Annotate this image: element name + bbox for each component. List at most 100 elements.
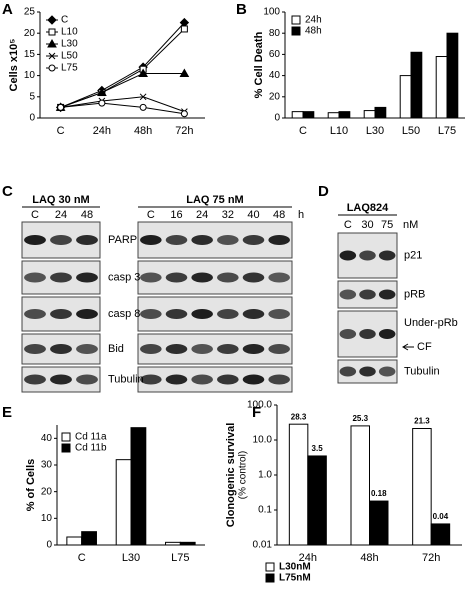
y-axis-sublabel: (% control) <box>238 451 249 499</box>
lane-label: C <box>344 219 352 231</box>
lane-label: 30 <box>361 219 373 231</box>
y-tick-label: 0.01 <box>253 540 273 551</box>
legend-label: L50 <box>61 51 78 62</box>
blot-band <box>242 309 265 319</box>
blot-panel <box>137 366 293 393</box>
panel-label: D <box>318 183 329 200</box>
lane-label: C <box>31 209 39 221</box>
value-label: 21.3 <box>414 417 430 426</box>
blot-band <box>378 329 396 339</box>
blot-band <box>242 272 265 283</box>
group-title: LAQ 75 nM <box>186 194 243 206</box>
row-label: Tubulin <box>404 365 440 377</box>
blot-band <box>359 366 376 377</box>
blot-band <box>191 235 213 245</box>
bar <box>327 112 340 119</box>
x-tick-label: L30 <box>366 125 384 137</box>
y-tick-label: 1.0 <box>258 470 272 481</box>
lane-label: C <box>147 209 155 221</box>
blot-band <box>378 366 396 377</box>
x-tick-label: L75 <box>171 552 189 564</box>
blot-band <box>359 250 376 261</box>
marker <box>180 25 188 33</box>
marker <box>48 52 56 60</box>
legend-label: 24h <box>305 15 322 26</box>
y-tick-label: 10 <box>41 513 53 524</box>
lane-label: 48 <box>273 209 285 221</box>
blot-band <box>140 272 162 283</box>
blot-band <box>165 344 188 354</box>
marker <box>138 68 148 77</box>
blot-band <box>50 309 72 319</box>
legend-swatch <box>265 573 275 583</box>
y-tick-label: 40 <box>41 433 53 444</box>
bar <box>412 428 432 546</box>
lane-label: 32 <box>222 209 234 221</box>
blot-panel <box>137 333 293 365</box>
blot-band <box>268 344 290 354</box>
blot-band <box>339 329 357 339</box>
bar <box>350 425 370 546</box>
blot-band <box>217 344 239 354</box>
value-label: 28.3 <box>291 412 307 421</box>
y-tick-label: 25 <box>24 7 36 18</box>
legend-label: L30 <box>61 39 78 50</box>
blot-band <box>268 374 290 385</box>
blot-band <box>140 309 162 319</box>
group-title: LAQ824 <box>347 202 389 214</box>
y-tick-label: 10.0 <box>253 435 273 446</box>
blot-band <box>242 374 265 385</box>
lane-unit: nM <box>403 219 418 231</box>
blot-band <box>24 374 46 385</box>
x-tick-label: 24h <box>299 552 317 564</box>
row-label: casp 8 <box>108 308 140 320</box>
bar <box>165 541 181 546</box>
y-tick-label: 20 <box>24 28 36 39</box>
legend-label: 48h <box>305 26 322 37</box>
bar <box>446 32 459 119</box>
legend-label: Cd 11a <box>75 432 107 443</box>
bar <box>369 500 389 546</box>
blot-band <box>24 344 46 354</box>
series-line <box>60 22 185 108</box>
marker <box>48 64 56 72</box>
blot-band <box>140 344 162 354</box>
blot-band <box>217 272 239 283</box>
value-label: 0.18 <box>371 489 387 498</box>
marker <box>139 93 147 101</box>
marker <box>179 68 190 77</box>
marker <box>98 99 106 107</box>
x-tick-label: 48h <box>360 552 378 564</box>
blot-panel <box>137 221 293 259</box>
lane-label: 40 <box>247 209 259 221</box>
blot-band <box>24 309 46 319</box>
y-tick-label: 100.0 <box>247 400 272 411</box>
blot-band <box>191 344 213 354</box>
legend-label: L30nM <box>279 562 311 573</box>
legend-label: Cd 11b <box>75 443 107 454</box>
bar <box>307 455 327 546</box>
blot-band <box>242 344 265 354</box>
blot-band <box>191 272 213 283</box>
y-tick-label: 0 <box>29 113 35 124</box>
marker <box>48 28 56 36</box>
lane-label: 75 <box>381 219 393 231</box>
x-tick-label: 72h <box>422 552 440 564</box>
blot-band <box>165 272 188 283</box>
y-tick-label: 20 <box>269 91 281 102</box>
y-tick-label: 30 <box>41 460 53 471</box>
lane-label: 24 <box>196 209 208 221</box>
lane-label: 48 <box>81 209 93 221</box>
blot-band <box>50 374 72 385</box>
y-tick-label: 10 <box>24 70 36 81</box>
y-axis-label: % Cell Death <box>253 31 265 98</box>
blot-band <box>191 309 213 319</box>
value-label: 0.04 <box>433 512 449 521</box>
bar <box>130 427 147 546</box>
row-label: PARP <box>108 234 137 246</box>
value-label: 3.5 <box>312 444 324 453</box>
series-line <box>60 102 185 115</box>
y-tick-label: 15 <box>24 49 36 60</box>
legend-swatch <box>291 26 301 36</box>
panel-label: A <box>2 1 13 18</box>
